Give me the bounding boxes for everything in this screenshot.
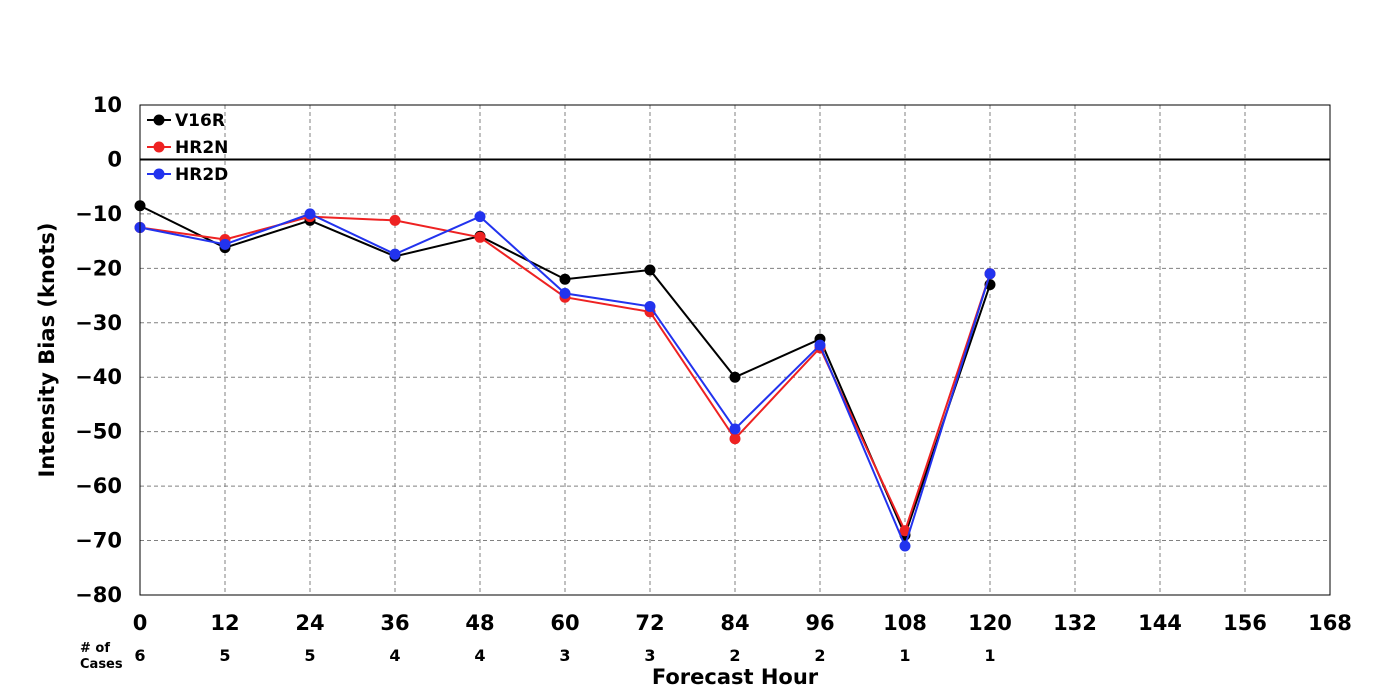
- y-tick-label: −80: [75, 583, 122, 607]
- case-count: 2: [814, 646, 825, 665]
- cases-label-line2: Cases: [80, 657, 123, 672]
- data-point: [899, 540, 911, 552]
- data-point: [984, 268, 996, 280]
- case-count: 5: [304, 646, 315, 665]
- x-tick-label: 72: [635, 611, 664, 635]
- data-point: [644, 300, 656, 312]
- data-point: [814, 339, 826, 351]
- x-tick-label: 60: [550, 611, 579, 635]
- data-point: [219, 238, 231, 250]
- y-tick-label: −50: [75, 420, 122, 444]
- x-tick-label: 36: [380, 611, 409, 635]
- y-tick-label: −70: [75, 529, 122, 553]
- data-point: [474, 231, 486, 243]
- legend-item-hr2d: HR2D: [147, 165, 228, 185]
- series-v16r: [134, 200, 996, 541]
- case-count: 1: [899, 646, 910, 665]
- data-point: [899, 525, 911, 537]
- x-tick-label: 24: [295, 611, 324, 635]
- case-count: 5: [219, 646, 230, 665]
- legend-item-v16r: V16R: [147, 111, 225, 131]
- y-tick-labels: 10 0 −10 −20 −30 −40 −50 −60 −70 −80: [75, 93, 122, 607]
- data-point: [559, 287, 571, 299]
- data-point: [389, 248, 401, 260]
- y-tick-label: −60: [75, 474, 122, 498]
- case-count: 2: [729, 646, 740, 665]
- data-point: [389, 214, 401, 226]
- case-count: 4: [389, 646, 400, 665]
- case-count: 3: [559, 646, 570, 665]
- grid-lines: [139, 104, 1331, 596]
- data-point: [729, 433, 741, 445]
- data-point: [644, 264, 656, 276]
- x-tick-label: 96: [805, 611, 834, 635]
- case-count: 6: [134, 646, 145, 665]
- y-tick-label: −20: [75, 256, 122, 280]
- case-count: 3: [644, 646, 655, 665]
- data-point: [729, 371, 741, 383]
- legend-label: HR2N: [175, 138, 228, 158]
- x-axis-title: Forecast Hour: [652, 665, 819, 689]
- x-tick-label: 108: [883, 611, 927, 635]
- data-point: [474, 211, 486, 223]
- legend-marker: [153, 114, 165, 126]
- legend: V16R HR2N HR2D: [147, 111, 228, 185]
- data-point: [559, 273, 571, 285]
- case-count: 4: [474, 646, 485, 665]
- x-tick-label: 144: [1138, 611, 1182, 635]
- x-tick-label: 156: [1223, 611, 1267, 635]
- x-tick-label: 132: [1053, 611, 1097, 635]
- y-tick-label: 10: [93, 93, 122, 117]
- x-tick-label: 84: [720, 611, 749, 635]
- case-count: 1: [984, 646, 995, 665]
- series-lines: [134, 200, 996, 552]
- legend-marker: [153, 168, 165, 180]
- y-tick-label: −10: [75, 202, 122, 226]
- x-tick-label: 48: [465, 611, 494, 635]
- legend-marker: [153, 141, 165, 153]
- data-point: [729, 423, 741, 435]
- x-tick-label: 120: [968, 611, 1012, 635]
- legend-label: V16R: [175, 111, 225, 131]
- y-tick-label: 0: [107, 147, 122, 171]
- data-point: [304, 208, 316, 220]
- case-counts: # of Cases 6 5 5 4 4 3 3 2 2 1 1: [80, 641, 996, 672]
- x-tick-labels: 0 12 24 36 48 60 72 84 96 108 120 132 144 156 168: [133, 611, 1352, 635]
- plot-frame: [139, 104, 1331, 596]
- cases-label-line1: # of: [80, 641, 110, 656]
- y-axis-title: Intensity Bias (knots): [35, 223, 59, 478]
- y-tick-label: −40: [75, 365, 122, 389]
- series-hr2d: [134, 208, 996, 552]
- y-tick-label: −30: [75, 311, 122, 335]
- x-tick-label: 12: [210, 611, 239, 635]
- legend-item-hr2n: HR2N: [147, 138, 228, 158]
- x-tick-label: 0: [133, 611, 148, 635]
- x-tick-label: 168: [1308, 611, 1352, 635]
- legend-label: HR2D: [175, 165, 228, 185]
